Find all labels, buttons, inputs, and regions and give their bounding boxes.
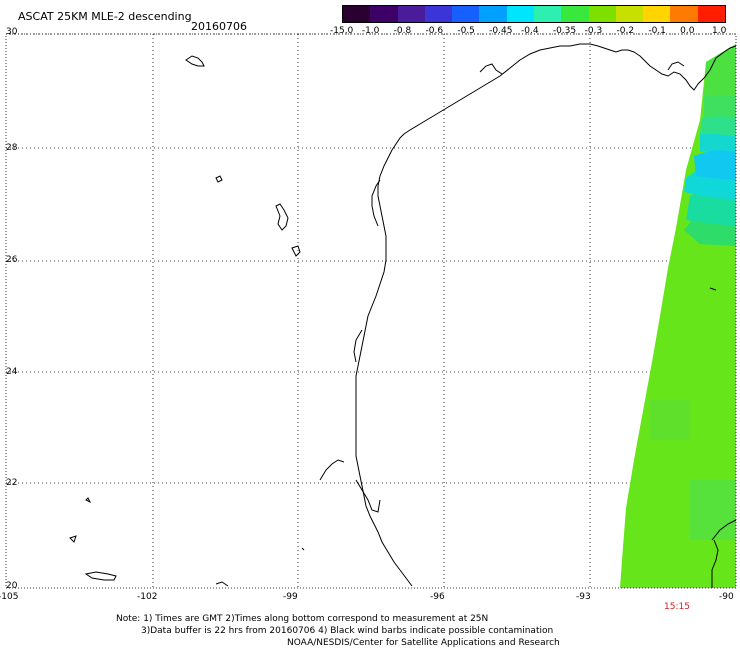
coastline — [353, 43, 737, 588]
note-line-3: NOAA/NESDIS/Center for Satellite Applica… — [287, 638, 560, 648]
y-tick-20: 20 — [6, 581, 18, 591]
colorbar-segment — [370, 6, 398, 22]
colorbar-label: -0.4 — [521, 26, 539, 36]
colorbar-label: -0.45 — [489, 26, 513, 36]
colorbar-segment — [424, 6, 453, 22]
plot-frame — [5, 33, 737, 589]
map-date: 20160706 — [191, 20, 247, 33]
colorbar-label: -0.3 — [584, 26, 603, 36]
y-tick-26: 26 — [6, 255, 18, 265]
colorbar-label: -15.0 — [330, 26, 354, 36]
y-tick-22: 22 — [6, 478, 18, 488]
colorbar-segment — [506, 6, 534, 22]
colorbar-label: 1.0 — [712, 26, 727, 36]
colorbar-segment — [343, 6, 371, 22]
y-tick-24: 24 — [6, 367, 18, 377]
colorbar-segment — [452, 6, 480, 22]
colorbar-segment — [615, 6, 644, 22]
colorbar-segment — [588, 6, 616, 22]
x-tick-minus96: -96 — [430, 592, 445, 602]
wind-swath — [620, 40, 740, 588]
colorbar-segment — [670, 6, 698, 22]
map-title: ASCAT 25KM MLE-2 descending — [18, 10, 192, 23]
colorbar-label: -0.1 — [648, 26, 666, 36]
x-tick-minus102: -102 — [137, 592, 158, 602]
colorbar-label: -0.2 — [616, 26, 635, 36]
note-line-1: Note: 1) Times are GMT 2)Times along bot… — [116, 614, 489, 624]
note-line-2: 3)Data buffer is 22 hrs from 20160706 4)… — [141, 626, 554, 636]
grid-lines — [6, 33, 736, 588]
colorbar-label: -0.8 — [393, 26, 412, 36]
colorbar-segment — [697, 6, 725, 22]
colorbar-label: -0.5 — [457, 26, 475, 36]
colorbar-label: -0.6 — [425, 26, 444, 36]
x-tick-minus105: -105 — [0, 592, 19, 602]
y-tick-30: 30 — [6, 27, 18, 37]
colorbar-label: -0.35 — [552, 26, 577, 36]
colorbar-segment — [643, 6, 671, 22]
colorbar-segment — [561, 6, 589, 22]
colorbar-segment — [479, 6, 507, 22]
x-tick-minus90: -90 — [719, 592, 734, 602]
colorbar-segment — [397, 6, 425, 22]
islands — [69, 55, 717, 587]
colorbar — [342, 5, 726, 23]
y-tick-28: 28 — [6, 143, 18, 153]
x-tick-minus93: -93 — [576, 592, 591, 602]
x-tick-minus99: -99 — [283, 592, 298, 602]
colorbar-label: 0.0 — [680, 26, 695, 36]
colorbar-label: -1.0 — [361, 26, 380, 36]
colorbar-segment — [533, 6, 562, 22]
time-label: 15:15 — [664, 602, 690, 612]
